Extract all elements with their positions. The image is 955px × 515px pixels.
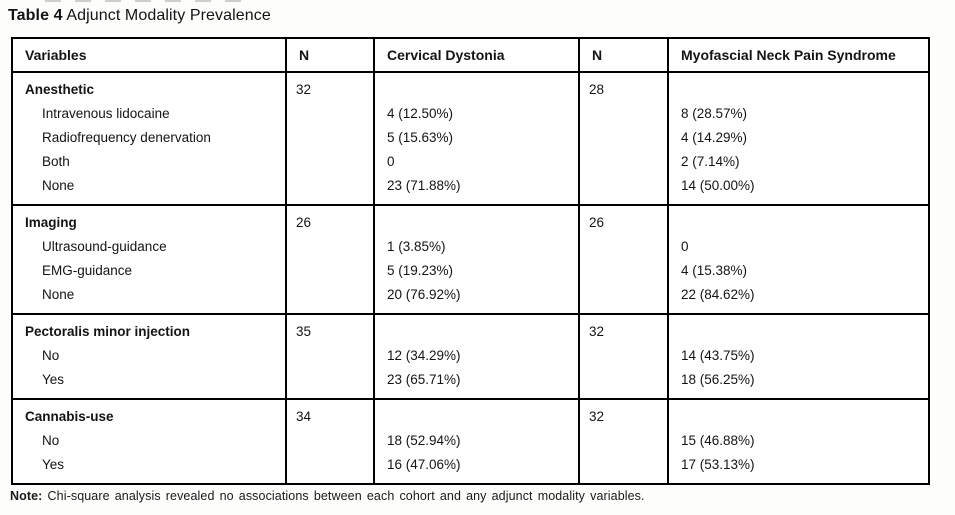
value-cervical-dystonia: 18 (52.94%) (387, 433, 461, 448)
value-cervical-dystonia: 16 (47.06%) (387, 457, 461, 472)
n-value: 26 (296, 215, 312, 230)
table-note: Note: Chi-square analysis revealed no as… (10, 489, 645, 503)
value-cervical-dystonia: 23 (71.88%) (387, 178, 461, 193)
value-myofascial: 22 (84.62%) (681, 287, 755, 302)
value-myofascial: 4 (14.29%) (681, 130, 748, 145)
table-row: Imaging Ultrasound-guidance EMG-guidance No… (11, 204, 930, 315)
cell-variable: Pectoralis minor injection No Yes (11, 313, 287, 400)
n-value: 32 (589, 324, 605, 339)
variable-name: Pectoralis minor injection (25, 324, 191, 339)
cell-values-myofascial: 8 (28.57%) 4 (14.29%) 2 (7.14%) 14 (50.00%) (667, 71, 930, 206)
col-header-variables: Variables (11, 37, 287, 73)
cell-values-myofascial: 15 (46.88%) 17 (53.13%) (667, 398, 930, 485)
cell-variable: Anesthetic Intravenous lidocaine Radiofreq… (11, 71, 287, 206)
table-row: Cannabis-use No Yes 34 18 (52.94%) 16 (47.06… (11, 398, 930, 485)
variable-name: Imaging (25, 215, 77, 230)
variable-name: Anesthetic (25, 82, 95, 97)
value-cervical-dystonia: 5 (15.63%) (387, 130, 454, 145)
value-cervical-dystonia: 1 (3.85%) (387, 239, 446, 254)
value-myofascial: 17 (53.13%) (681, 457, 755, 472)
cell-n-myofascial: 26 (578, 204, 669, 315)
cell-n-myofascial: 32 (578, 398, 669, 485)
cell-n-cervical-dystonia: 32 (285, 71, 375, 206)
value-cervical-dystonia: 20 (76.92%) (387, 287, 461, 302)
cell-values-myofascial: 14 (43.75%) 18 (56.25%) (667, 313, 930, 400)
variable-sub-item: No (42, 348, 60, 363)
cropped-text-artifact (45, 0, 245, 2)
table-caption: Table 4 Adjunct Modality Prevalence (8, 7, 271, 25)
value-cervical-dystonia: 12 (34.29%) (387, 348, 461, 363)
variable-sub-item: None (42, 178, 75, 193)
variable-name: Cannabis-use (25, 409, 114, 424)
value-myofascial: 14 (50.00%) (681, 178, 755, 193)
table-row: Anesthetic Intravenous lidocaine Radiofreq… (11, 71, 930, 206)
variable-sub-item: Yes (42, 457, 65, 472)
variable-sub-item: No (42, 433, 60, 448)
cell-variable: Imaging Ultrasound-guidance EMG-guidance No… (11, 204, 287, 315)
cell-values-myofascial: 0 4 (15.38%) 22 (84.62%) (667, 204, 930, 315)
variable-sub-item: Both (42, 154, 70, 169)
col-header-myofascial-neck-pain-syndrome: Myofascial Neck Pain Syndrome (667, 37, 930, 73)
cell-n-cervical-dystonia: 26 (285, 204, 375, 315)
col-header-cervical-dystonia: Cervical Dystonia (373, 37, 580, 73)
variable-sub-item: Ultrasound-guidance (42, 239, 167, 254)
cell-n-myofascial: 28 (578, 71, 669, 206)
n-value: 28 (589, 82, 605, 97)
variable-sub-item: Radiofrequency denervation (42, 130, 211, 145)
col-header-n-myofascial: N (578, 37, 669, 73)
n-value: 32 (589, 409, 605, 424)
variable-sub-item: EMG-guidance (42, 263, 133, 278)
variable-sub-item: None (42, 287, 75, 302)
value-cervical-dystonia: 5 (19.23%) (387, 263, 454, 278)
cell-values-cervical-dystonia: 4 (12.50%) 5 (15.63%) 0 23 (71.88%) (373, 71, 580, 206)
n-value: 35 (296, 324, 312, 339)
header-row: Variables N Cervical Dystonia N Myofasci… (11, 37, 930, 73)
table-caption-title: Adjunct Modality Prevalence (62, 7, 271, 24)
variable-sub-item: Yes (42, 372, 65, 387)
n-value: 32 (296, 82, 312, 97)
data-table: Variables N Cervical Dystonia N Myofasci… (11, 37, 930, 485)
n-value: 26 (589, 215, 605, 230)
value-cervical-dystonia: 23 (65.71%) (387, 372, 461, 387)
cell-values-cervical-dystonia: 1 (3.85%) 5 (19.23%) 20 (76.92%) (373, 204, 580, 315)
table-row: Pectoralis minor injection No Yes 35 12 (34… (11, 313, 930, 400)
cell-values-cervical-dystonia: 18 (52.94%) 16 (47.06%) (373, 398, 580, 485)
value-myofascial: 4 (15.38%) (681, 263, 748, 278)
value-cervical-dystonia: 4 (12.50%) (387, 106, 454, 121)
note-label: Note: (10, 489, 43, 503)
value-cervical-dystonia: 0 (387, 154, 395, 169)
n-value: 34 (296, 409, 312, 424)
cell-variable: Cannabis-use No Yes (11, 398, 287, 485)
col-header-n-cervical-dystonia: N (285, 37, 375, 73)
table-caption-number: Table 4 (8, 7, 63, 24)
cell-n-myofascial: 32 (578, 313, 669, 400)
value-myofascial: 2 (7.14%) (681, 154, 740, 169)
value-myofascial: 14 (43.75%) (681, 348, 755, 363)
value-myofascial: 8 (28.57%) (681, 106, 748, 121)
cell-n-cervical-dystonia: 34 (285, 398, 375, 485)
value-myofascial: 15 (46.88%) (681, 433, 755, 448)
note-text: Chi-square analysis revealed no associat… (42, 489, 645, 503)
value-myofascial: 18 (56.25%) (681, 372, 755, 387)
value-myofascial: 0 (681, 239, 689, 254)
cell-values-cervical-dystonia: 12 (34.29%) 23 (65.71%) (373, 313, 580, 400)
variable-sub-item: Intravenous lidocaine (42, 106, 170, 121)
cell-n-cervical-dystonia: 35 (285, 313, 375, 400)
